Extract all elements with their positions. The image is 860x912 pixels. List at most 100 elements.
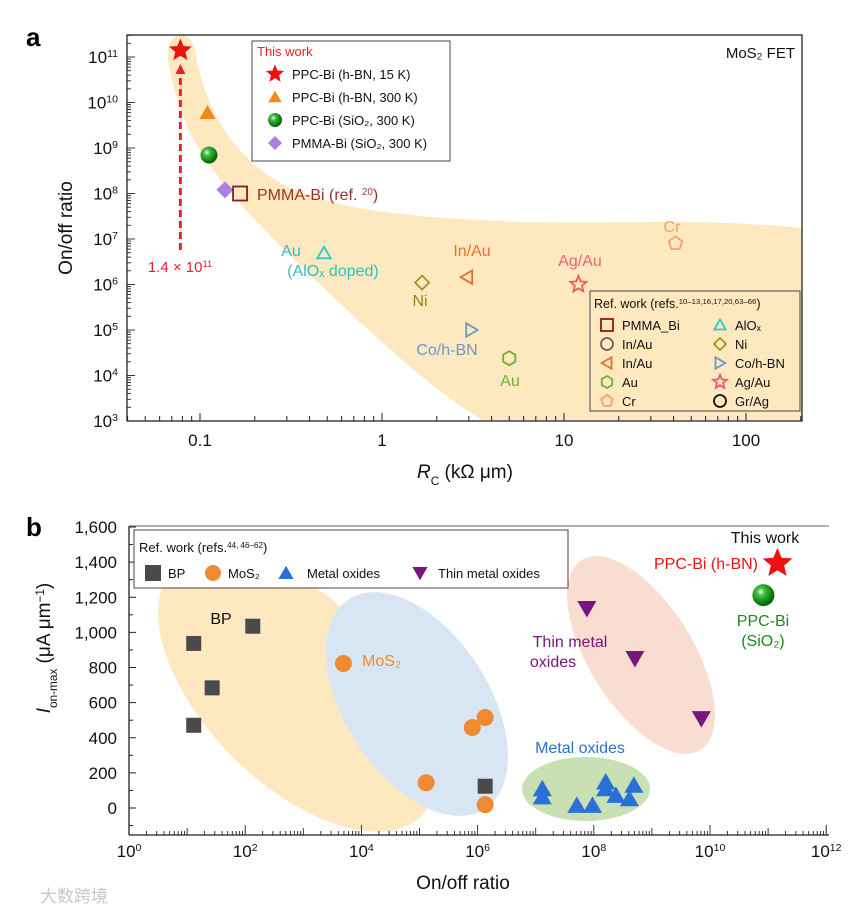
x-tick-label: 1010: [695, 842, 726, 861]
data-point-tri-up: [583, 796, 602, 813]
x-tick-label: 10: [555, 431, 574, 450]
legend-marker-star: [710, 372, 730, 390]
text-span: Ref. work (refs.: [594, 297, 679, 311]
point-label: oxides: [530, 654, 576, 671]
data-point-tri-up: [567, 796, 587, 813]
point-label: Metal oxides: [535, 740, 625, 757]
legend-box: [589, 290, 801, 412]
legend-ref-work: Ref. work (refs.10–13,16,17,20,63–66) PMM…: [589, 290, 801, 412]
legend-label: In/Au: [622, 337, 652, 352]
text-span: 12: [830, 842, 842, 854]
x-tick-label: 102: [233, 842, 258, 861]
legend-label: Gr/Ag: [735, 394, 769, 409]
y-tick-label: 108: [93, 185, 118, 204]
this-work-label: This work: [731, 530, 800, 547]
point-label: PPC-Bi (h-BN): [654, 556, 758, 573]
text-span: This work: [257, 44, 313, 59]
text-span: 5: [112, 321, 118, 333]
text-span: Ag/Au: [558, 253, 602, 270]
text-span: Ni: [412, 293, 427, 310]
text-span: Metal oxides: [535, 740, 625, 757]
legend-marker-circle: [600, 337, 614, 351]
text-span: Thin metal: [533, 634, 608, 651]
text-span: MoS₂ FET: [726, 45, 795, 62]
legend-marker-diamond: [712, 336, 728, 352]
x-tick-label: 104: [349, 842, 374, 861]
point-label: Thin metal: [533, 634, 608, 651]
text-span: 100: [732, 431, 760, 450]
y-tick-label: 800: [89, 659, 117, 678]
text-span: Ref. work (refs.: [139, 540, 227, 555]
legend-ref-work: Ref. work (refs.44, 46–62) BP MoS₂ Metal ox…: [133, 529, 569, 589]
text-span: 10: [93, 185, 112, 204]
legend-label: Thin metal oxides: [438, 566, 540, 581]
data-point-square: [186, 717, 202, 733]
legend-box: [251, 40, 451, 162]
data-point-square: [245, 618, 261, 634]
legend-marker-tri-up: [712, 317, 728, 331]
y-tick-label: 1,400: [74, 553, 117, 572]
text-span: 2: [252, 842, 258, 854]
data-point-square: [186, 635, 202, 651]
data-point-tri-up: [596, 779, 616, 797]
text-span: 1,200: [74, 588, 117, 607]
legend-this-work: This work PPC-Bi (h-BN, 15 K) PPC-Bi (h-BN…: [251, 40, 451, 162]
text-span: Ni: [735, 337, 747, 352]
legend-label: PMMA-Bi (SiO₂, 300 K): [292, 136, 427, 151]
legend-marker-square: [600, 318, 614, 332]
text-span: BP: [168, 566, 185, 581]
text-span: This work: [731, 530, 800, 547]
text-span: PPC-Bi (h-BN, 300 K): [292, 90, 418, 105]
text-span: 11: [202, 259, 212, 269]
y-axis-title: Ion-max (μA μm−1): [34, 583, 60, 714]
legend-marker-tri-left: [599, 355, 613, 371]
legend-marker-circle: [205, 565, 221, 581]
y-tick-label: 105: [93, 321, 118, 340]
point-label: Au: [500, 373, 520, 390]
text-span: 6: [484, 842, 490, 854]
text-span: On/off ratio: [56, 181, 77, 275]
region-metal-oxides: [522, 757, 650, 821]
text-span: on-max: [47, 669, 60, 708]
y-tick-label: 107: [93, 230, 118, 249]
y-tick-label: 1011: [88, 48, 118, 67]
data-point-square: [232, 185, 248, 202]
text-span: 10: [93, 230, 112, 249]
text-span: 7: [112, 230, 118, 242]
data-point-circle: [334, 654, 352, 672]
legend-label: In/Au: [622, 356, 652, 371]
point-label: PMMA-Bi (ref. 20): [257, 187, 378, 205]
data-point-circle: [476, 709, 494, 727]
y-tick-label: 1,000: [74, 623, 117, 642]
y-tick-label: 104: [93, 367, 118, 386]
text-span: Au: [500, 373, 520, 390]
legend-label: Co/h-BN: [735, 356, 785, 371]
text-span: Co/h-BN: [416, 342, 477, 359]
text-span: (AlOₓ doped): [287, 263, 379, 280]
plot-frame: [126, 34, 803, 422]
legend-marker-tri-right: [714, 355, 728, 371]
legend-marker-circle: [713, 394, 727, 408]
text-span: 10: [555, 431, 574, 450]
text-span: 200: [89, 764, 117, 783]
text-span: 10: [465, 842, 484, 861]
text-span: PPC-Bi (h-BN, 15 K): [292, 67, 410, 82]
text-span: ): [373, 187, 378, 204]
data-point-tri-up: [606, 786, 626, 803]
text-span: C: [431, 475, 440, 488]
text-span: ): [34, 583, 55, 589]
legend-label: Metal oxides: [307, 566, 380, 581]
x-tick-label: 108: [581, 842, 606, 861]
data-point-tri-up: [624, 776, 644, 793]
legend-label: MoS₂: [228, 566, 260, 581]
text-span: PPC-Bi (SiO₂, 300 K): [292, 113, 415, 128]
data-point-hexagon: [502, 350, 517, 367]
text-span: 4: [112, 367, 118, 379]
legend-title: Ref. work (refs.44, 46–62): [139, 540, 267, 555]
text-span: In/Au: [622, 337, 652, 352]
data-point-tri-up: [532, 787, 552, 805]
text-span: 10: [811, 842, 830, 861]
data-point-sphere: [752, 584, 775, 607]
y-tick-label: 106: [93, 276, 118, 295]
data-point-tri-left: [458, 268, 474, 286]
